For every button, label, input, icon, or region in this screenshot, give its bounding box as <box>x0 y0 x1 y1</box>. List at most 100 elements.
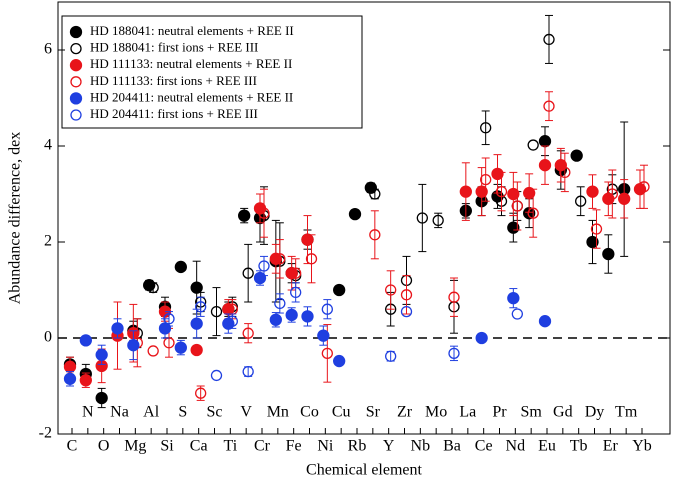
point <box>242 267 254 279</box>
x-tick-label: Cr <box>254 438 271 455</box>
x-tick-label: Tb <box>570 438 588 455</box>
x-tick-label: Eu <box>538 438 556 455</box>
x-tick-label: Ti <box>224 438 238 455</box>
point <box>400 289 413 301</box>
point <box>174 260 187 274</box>
x-tick-label: Yb <box>632 438 652 455</box>
x-tick-label: Cu <box>332 404 351 421</box>
x-tick-label: Tm <box>615 404 638 421</box>
y-tick-label: -2 <box>39 425 52 442</box>
x-tick-label: Pr <box>492 404 507 421</box>
point <box>369 229 381 241</box>
point <box>480 122 492 134</box>
point <box>95 348 108 361</box>
x-tick-label: S <box>178 404 187 421</box>
point <box>559 166 571 179</box>
point <box>480 173 492 186</box>
x-tick-label: Er <box>603 438 619 455</box>
y-axis-label: Abundance difference, dex <box>7 132 24 305</box>
point <box>523 186 536 200</box>
point <box>79 374 92 387</box>
x-tick-label: Nd <box>506 438 526 455</box>
point <box>305 253 318 265</box>
point <box>348 208 362 221</box>
point <box>448 347 460 360</box>
x-tick-label: Ni <box>317 438 334 455</box>
x-tick-label: Sm <box>520 404 542 421</box>
point <box>301 310 314 323</box>
point <box>63 360 77 373</box>
point <box>575 195 587 207</box>
legend-marker <box>70 109 82 121</box>
y-tick-label: 4 <box>44 137 52 154</box>
point <box>147 345 159 357</box>
plot-frame <box>57 1 671 435</box>
legend-label: HD 111133: first ions + REE III <box>90 73 257 88</box>
x-tick-label: Sr <box>366 404 381 421</box>
y-tick-label: 2 <box>44 233 52 250</box>
point <box>258 260 270 272</box>
point <box>63 372 77 385</box>
point <box>459 185 472 198</box>
point <box>570 149 583 162</box>
point <box>317 329 330 342</box>
x-tick-label: La <box>459 404 476 421</box>
point <box>511 200 523 212</box>
point <box>586 185 599 198</box>
legend-marker <box>70 42 82 55</box>
point <box>364 181 377 194</box>
point <box>163 313 175 325</box>
point <box>527 139 539 151</box>
point <box>495 185 508 198</box>
legend-label: HD 204411: neutral elements + REE II <box>90 89 293 104</box>
x-tick-label: Fe <box>286 438 302 455</box>
point <box>190 281 203 294</box>
point <box>190 343 203 357</box>
point <box>210 369 223 382</box>
point <box>369 188 381 200</box>
point <box>147 281 159 294</box>
point <box>543 100 555 112</box>
x-tick-label: C <box>67 438 78 455</box>
y-tick-label: 0 <box>44 329 52 346</box>
point <box>416 212 428 224</box>
point <box>79 334 92 347</box>
point <box>385 284 397 296</box>
point <box>127 339 140 352</box>
legend-box <box>61 15 363 129</box>
point <box>195 387 207 399</box>
x-tick-label: Gd <box>553 404 573 421</box>
point <box>290 267 302 279</box>
x-tick-label: Mn <box>267 404 289 421</box>
point <box>238 209 251 222</box>
point <box>432 214 444 227</box>
x-tick-label: Si <box>160 438 174 455</box>
point <box>538 135 552 148</box>
point <box>226 315 238 327</box>
point <box>590 223 603 235</box>
point <box>333 283 346 297</box>
point <box>274 253 286 265</box>
point <box>527 207 539 219</box>
point <box>111 322 124 335</box>
point <box>543 33 555 46</box>
x-tick-label: Y <box>383 438 395 455</box>
x-tick-label: O <box>98 438 110 455</box>
point <box>321 303 333 315</box>
point <box>95 391 108 405</box>
point <box>618 192 631 205</box>
point <box>385 350 397 362</box>
point <box>269 313 282 326</box>
legend-marker <box>69 92 83 105</box>
point <box>511 308 523 320</box>
point <box>290 286 302 299</box>
point <box>190 317 203 330</box>
point <box>507 187 520 201</box>
x-axis-label: Chemical element <box>306 462 423 479</box>
point <box>475 185 488 198</box>
y-tick-label: 6 <box>44 41 52 58</box>
point <box>242 327 254 339</box>
point <box>507 292 520 305</box>
x-tick-label: Dy <box>585 404 605 421</box>
